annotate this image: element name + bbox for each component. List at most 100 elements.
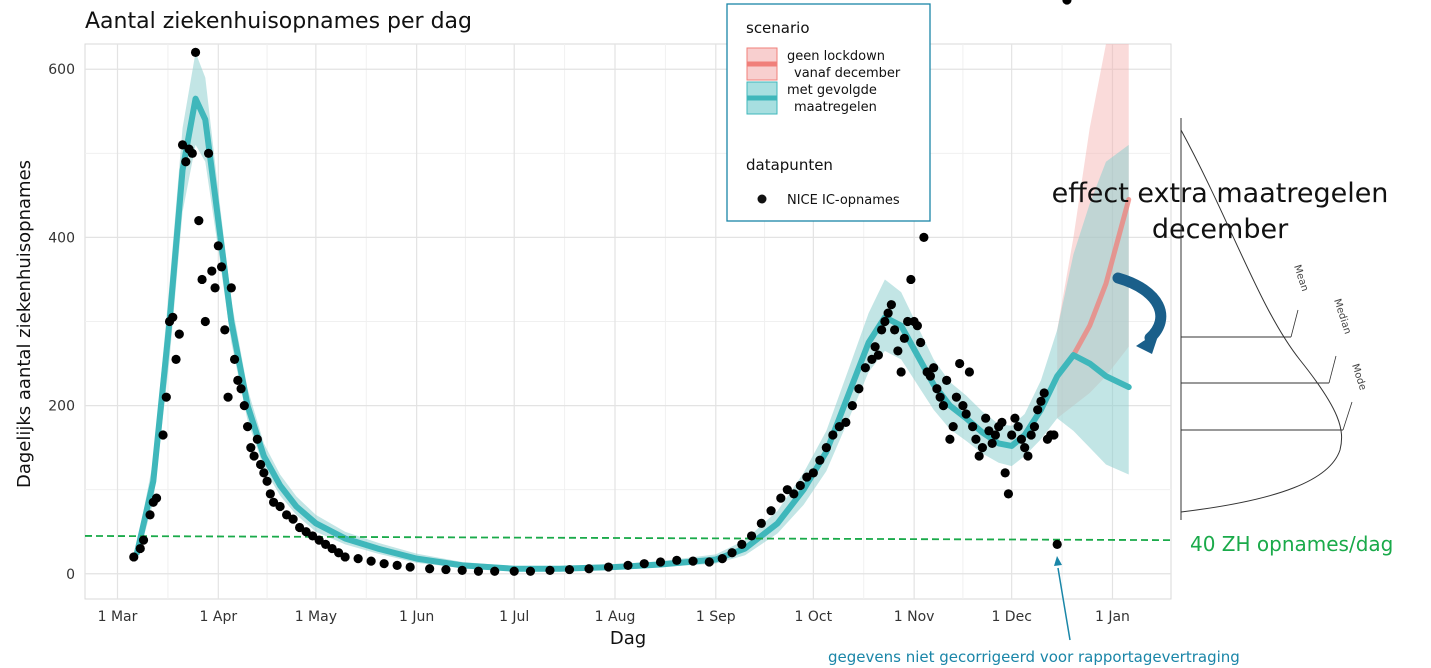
x-axis-ticks: 1 Mar 1 Apr 1 May 1 Jun 1 Jul 1 Aug 1 Sep 1 Oct… [98,609,1130,625]
annotation-threshold-label: 40 ZH opnames/dag [1190,532,1393,556]
x-axis-label: Dag [610,628,646,649]
data-point [210,283,220,293]
x-tick-label: 1 Jan [1095,609,1130,625]
data-point [1036,396,1046,406]
data-point [334,548,344,558]
data-point [473,566,484,576]
data-point [873,350,883,360]
data-point [1023,451,1033,461]
data-point [405,562,415,572]
data-point [971,434,981,444]
data-point [379,559,389,569]
data-point [177,140,188,150]
data-point [161,392,171,402]
data-point [145,510,155,520]
data-point [545,565,555,576]
data-point [233,375,243,385]
data-point [737,539,747,549]
legend-label-met-maatregelen-1: met gevolgde [787,83,877,98]
data-point [841,417,851,428]
x-tick-label: 1 Nov [894,609,935,625]
data-point [945,434,955,444]
data-point [942,375,952,385]
data-point [958,400,968,411]
legend-points-title: datapunten [746,156,833,174]
data-point [194,215,204,226]
data-point [964,367,975,377]
data-point [834,422,844,432]
data-point [802,472,812,482]
data-point [867,354,877,364]
data-point [896,367,906,377]
x-tick-label: 1 Jun [399,609,434,625]
data-point [197,274,207,285]
data-point [252,434,262,444]
data-point [327,543,337,554]
data-point [190,47,201,58]
legend-key-geen-lockdown [746,47,778,81]
data-point [203,148,214,158]
data-point [1029,422,1040,432]
data-point [129,552,139,562]
effect-arrow-icon [1112,272,1167,354]
annotation-effect-line1: effect extra maatregelen [1052,178,1389,209]
x-tick-label: 1 Dec [991,609,1031,625]
data-point [1007,430,1017,440]
data-point [789,489,799,499]
data-point [847,400,857,411]
data-point [213,241,223,251]
data-point [870,342,880,352]
y-tick-label: 200 [48,399,75,415]
data-point [314,535,324,545]
data-point [262,476,272,486]
gridlines [85,44,1171,599]
data-point [490,566,500,576]
legend-scenario-title: scenario [746,19,810,37]
annotation-effect-line2: december [1152,214,1289,245]
data-point [239,400,249,411]
data-point [883,308,893,318]
x-tick-label: 1 Sep [696,609,736,625]
data-point [1013,422,1023,432]
data-point [877,325,887,335]
data-point [1049,430,1059,440]
data-point [268,497,279,507]
legend-point-marker [757,194,767,204]
data-point [639,559,649,569]
data-point [181,157,191,167]
data-point [1033,405,1043,415]
data-point [746,531,757,541]
data-point [281,510,292,520]
data-point [912,321,922,331]
data-point [425,564,435,574]
data-point [974,451,984,461]
data-point [174,329,184,339]
data-point [564,564,575,575]
data-point [890,325,900,335]
data-point [340,552,350,562]
y-axis-label: Dagelijks aantal ziekenhuisopnames [14,160,35,488]
data-point [704,557,714,567]
data-point [766,506,776,516]
data-point [288,514,298,524]
data-point [987,438,997,449]
legend-label-geen-lockdown-1: geen lockdown [787,49,885,64]
data-point [893,346,903,356]
data-point [308,531,318,541]
data-point [906,274,916,285]
x-tick-label: 1 Jul [499,609,529,625]
data-point [242,422,253,432]
data-point [961,409,971,419]
annotation-reporting-delay: gegevens niet gecorrigeerd voor rapporta… [828,648,1240,666]
data-point [275,501,285,512]
data-point [457,565,467,576]
data-point [259,468,269,478]
y-tick-label: 600 [48,62,75,78]
x-tick-label: 1 Oct [795,609,833,625]
data-point [168,312,178,322]
data-point [135,543,145,554]
data-point [955,358,965,369]
data-point [1039,388,1049,398]
data-point [1052,539,1062,549]
